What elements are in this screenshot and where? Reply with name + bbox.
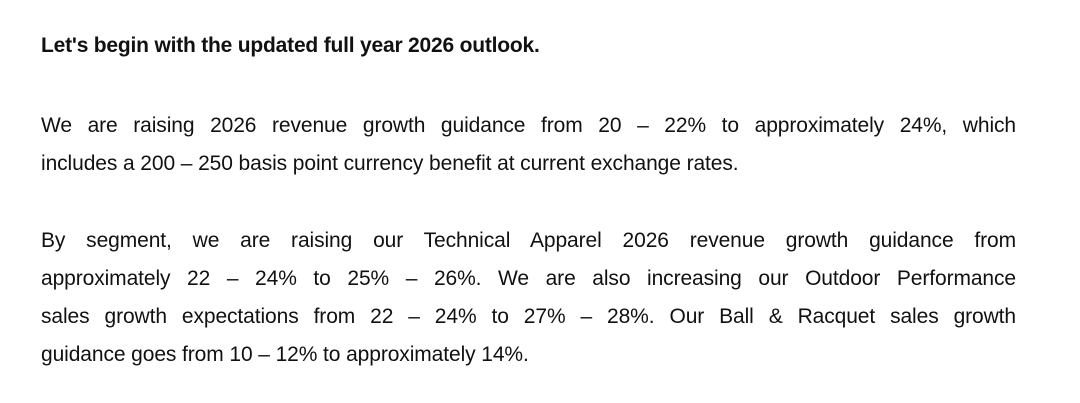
paragraph-line: We are raising 2026 revenue growth guida… <box>41 114 1016 137</box>
paragraph-line: guidance goes from 10 – 12% to approxima… <box>41 343 529 366</box>
segment-guidance-paragraph: By segment, we are raising our Technical… <box>41 222 1016 374</box>
paragraph-line: By segment, we are raising our Technical… <box>41 229 1016 252</box>
revenue-guidance-paragraph: We are raising 2026 revenue growth guida… <box>41 107 1016 183</box>
section-heading: Let's begin with the updated full year 2… <box>41 34 540 57</box>
paragraph-line: sales growth expectations from 22 – 24% … <box>41 305 1016 328</box>
document-page: Let's begin with the updated full year 2… <box>41 30 1016 374</box>
paragraph-line: approximately 22 – 24% to 25% – 26%. We … <box>41 267 1016 290</box>
paragraph-line: includes a 200 – 250 basis point currenc… <box>41 152 739 175</box>
